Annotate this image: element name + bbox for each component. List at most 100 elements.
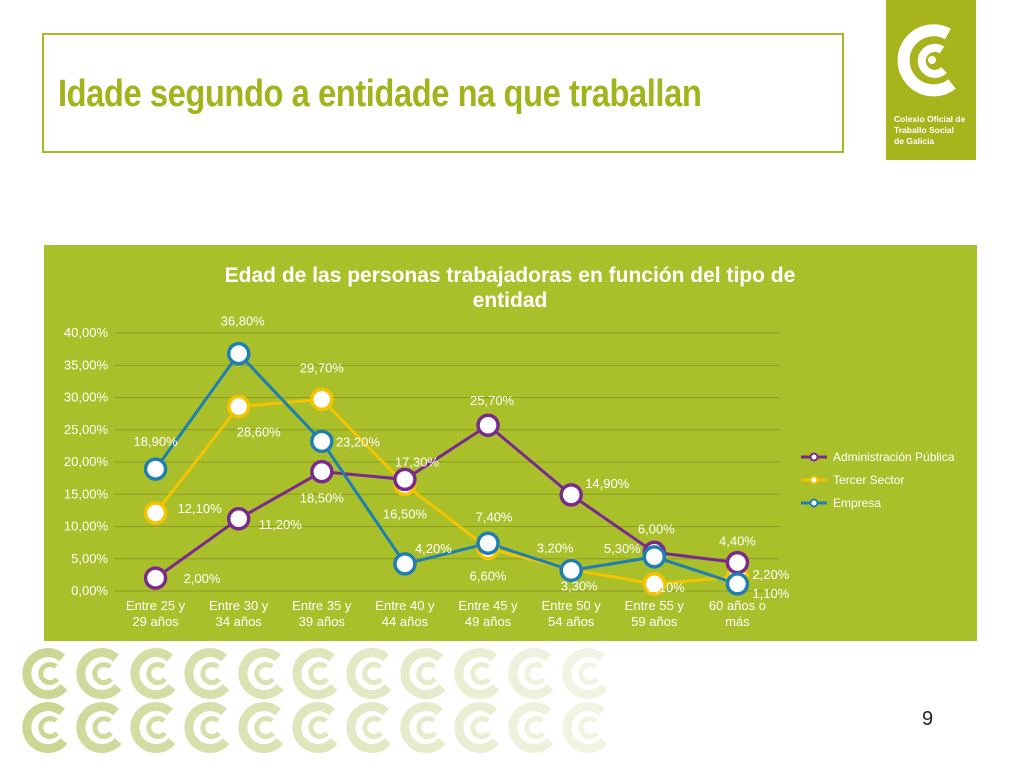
- legend-swatch-marker: [809, 452, 819, 462]
- data-point: [226, 341, 251, 366]
- logo-pattern-icon: [346, 702, 392, 754]
- data-point: [226, 507, 251, 531]
- series-line-2: [154, 351, 738, 586]
- y-tick-label: 25,00%: [64, 422, 109, 437]
- legend-swatch-marker: [809, 498, 819, 508]
- legend-label: Administración Pública: [833, 450, 955, 464]
- data-point: [143, 457, 168, 481]
- title-box: Idade segundo a entidade na que traballa…: [42, 33, 844, 153]
- logo-pattern-icon: [238, 702, 284, 754]
- data-point: [476, 413, 500, 437]
- logo-pattern-icon: [130, 702, 176, 754]
- y-tick-label: 40,00%: [64, 325, 109, 340]
- x-tick-label: 60 años o: [709, 598, 766, 613]
- logo: Colexio Oficial de Traballo Social de Ga…: [886, 0, 976, 160]
- data-point: [393, 552, 417, 576]
- y-tick-label: 15,00%: [64, 486, 109, 501]
- logo-pattern-icon: [508, 702, 554, 754]
- data-label: 14,90%: [585, 476, 630, 491]
- data-point: [143, 566, 168, 590]
- y-tick-label: 35,00%: [64, 357, 109, 372]
- series-line-1: [154, 397, 738, 586]
- logo-pattern-icon: [400, 702, 446, 754]
- data-point: [559, 558, 583, 583]
- data-point: [393, 467, 417, 492]
- x-tick-label: Entre 50 y: [542, 598, 602, 613]
- line-chart: Edad de las personas trabajadoras en fun…: [64, 264, 955, 629]
- data-label: 3,30%: [561, 579, 598, 594]
- data-point: [226, 394, 251, 419]
- slide-title: Idade segundo a entidade na que traballa…: [58, 73, 702, 115]
- logo-pattern-icon: [130, 648, 176, 700]
- data-point: [476, 531, 500, 556]
- y-tick-label: 30,00%: [64, 390, 109, 405]
- logo-line: Traballo Social: [894, 125, 954, 135]
- logo-pattern-icon: [292, 648, 338, 700]
- data-label: 29,70%: [300, 360, 345, 375]
- logo-pattern-icon: [238, 648, 284, 700]
- data-point: [642, 545, 667, 569]
- data-point: [642, 572, 667, 596]
- data-label: 2,00%: [184, 571, 221, 586]
- data-label: 12,10%: [178, 501, 223, 516]
- data-label: 6,60%: [470, 568, 507, 583]
- data-point: [143, 501, 168, 525]
- decorative-logo-pattern: [22, 648, 608, 754]
- x-tick-label: más: [725, 614, 750, 629]
- x-tick-label: 54 años: [548, 614, 595, 629]
- logo-pattern-icon: [76, 702, 122, 754]
- logo-pattern-icon: [22, 702, 68, 754]
- data-label: 11,20%: [259, 517, 303, 532]
- data-label: 17,30%: [395, 454, 440, 469]
- data-point: [725, 572, 750, 596]
- page-number: 9: [922, 708, 934, 730]
- logo-pattern-icon: [400, 648, 446, 700]
- logo-pattern-icon: [292, 702, 338, 754]
- logo-pattern-icon: [76, 648, 122, 700]
- series-line-0: [154, 423, 738, 580]
- chart-title: entidad: [473, 289, 548, 312]
- logo-pattern-icon: [562, 702, 608, 754]
- data-label: 4,20%: [415, 541, 452, 556]
- x-tick-label: Entre 25 y: [126, 598, 186, 613]
- logo-pattern-icon: [562, 648, 608, 700]
- logo-pattern-icon: [22, 648, 68, 700]
- legend-label: Tercer Sector: [833, 473, 904, 487]
- data-label: 36,80%: [221, 314, 266, 329]
- data-label: 18,50%: [300, 491, 345, 506]
- x-tick-label: Entre 45 y: [458, 598, 518, 613]
- data-label: 1,10%: [648, 580, 685, 595]
- data-point: [310, 459, 334, 484]
- logo-pattern-icon: [184, 702, 230, 754]
- logo-pattern-icon: [454, 648, 500, 700]
- data-label: 1,10%: [752, 586, 789, 601]
- data-label: 4,40%: [719, 534, 756, 549]
- y-tick-label: 20,00%: [64, 454, 109, 469]
- data-label: 7,40%: [476, 509, 513, 524]
- data-label: 23,20%: [336, 434, 381, 449]
- x-tick-label: Entre 55 y: [625, 598, 685, 613]
- x-tick-label: 29 años: [132, 614, 179, 629]
- logo-pattern-icon: [184, 648, 230, 700]
- x-tick-label: 39 años: [299, 614, 346, 629]
- data-point: [725, 550, 750, 575]
- y-tick-label: 0,00%: [71, 583, 108, 598]
- chart-title: Edad de las personas trabajadoras en fun…: [225, 264, 796, 287]
- x-tick-label: Entre 40 y: [375, 598, 435, 613]
- x-tick-label: 44 años: [382, 614, 429, 629]
- data-label: 28,60%: [237, 425, 282, 440]
- y-tick-label: 10,00%: [64, 519, 109, 534]
- data-label: 6,00%: [638, 521, 675, 536]
- data-label: 18,90%: [134, 434, 179, 449]
- data-label: 25,70%: [470, 393, 515, 408]
- logo-line: Colexio Oficial de: [894, 114, 966, 124]
- data-point: [310, 429, 334, 454]
- y-tick-label: 5,00%: [71, 551, 108, 566]
- x-tick-label: 49 años: [465, 614, 512, 629]
- data-label: 16,50%: [383, 507, 428, 522]
- logo-text: Colexio Oficial de Traballo Social de Ga…: [894, 114, 965, 147]
- logo-c-icon: [897, 24, 956, 97]
- x-tick-label: Entre 35 y: [292, 598, 352, 613]
- x-tick-label: 34 años: [216, 614, 263, 629]
- data-label: 5,30%: [604, 541, 641, 556]
